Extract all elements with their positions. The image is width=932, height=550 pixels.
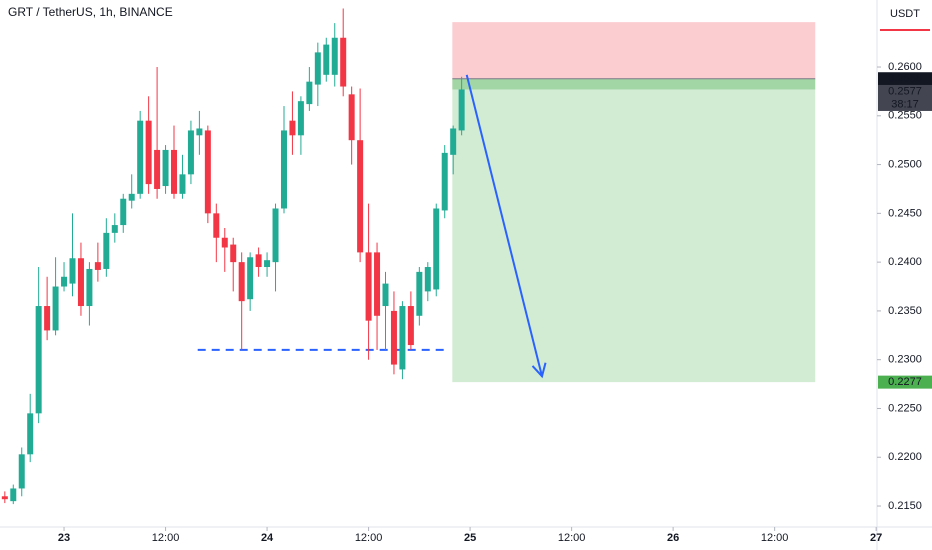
candle-body <box>27 413 34 455</box>
y-tick-label: 0.2500 <box>888 158 922 170</box>
x-tick-label: 12:00 <box>355 532 383 544</box>
candle-body <box>374 252 381 316</box>
candle-body <box>399 306 406 370</box>
y-tick-label: 0.2300 <box>888 354 922 366</box>
price-label-box <box>878 72 932 86</box>
y-tick-label: 0.2550 <box>888 110 922 122</box>
candle-body <box>314 52 321 85</box>
y-tick-label: 0.2450 <box>888 207 922 219</box>
candle-body <box>94 262 101 270</box>
candle-body <box>204 130 211 214</box>
candle-body <box>86 268 93 307</box>
y-tick-label: 0.2150 <box>888 500 922 512</box>
candle-body <box>162 149 169 187</box>
y-tick-label: 0.2400 <box>888 256 922 268</box>
x-tick-label: 27 <box>870 532 882 544</box>
arrow-shaft <box>465 74 543 377</box>
candle-body <box>458 89 465 131</box>
candle-body <box>171 149 178 194</box>
candle-body <box>196 128 203 136</box>
candle-body <box>340 37 347 87</box>
candle-body <box>331 37 338 75</box>
candle-body <box>154 149 161 189</box>
price-label: 0.2577 <box>888 85 922 97</box>
y-tick-label: 0.2350 <box>888 305 922 317</box>
candle-body <box>416 271 423 316</box>
x-tick-label: 25 <box>464 532 476 544</box>
stop-zone <box>452 22 816 79</box>
price-label: 0.2277 <box>888 376 922 388</box>
candle-body <box>306 81 313 105</box>
arrow-head <box>531 362 547 379</box>
y-tick-label: 0.2200 <box>888 451 922 463</box>
candle-body <box>221 237 228 248</box>
price-label-box <box>878 84 932 111</box>
candle-body <box>230 244 237 263</box>
x-tick-label: 12:00 <box>152 532 180 544</box>
plot-area <box>1 8 816 505</box>
countdown: 38:17 <box>891 98 919 110</box>
candle-body <box>357 140 364 253</box>
candle-body <box>323 44 330 75</box>
candle-body <box>264 260 271 268</box>
candle-body <box>103 232 110 269</box>
candle-body <box>407 306 414 346</box>
candle-body <box>238 262 245 302</box>
price-label-box <box>878 375 932 389</box>
candle-body <box>441 152 448 211</box>
candle-body <box>120 198 127 226</box>
x-tick-label: 23 <box>58 532 70 544</box>
candle-body <box>255 254 262 268</box>
candle-body <box>111 225 118 233</box>
candle-body <box>10 488 17 502</box>
candle-body <box>213 213 220 238</box>
candle-body <box>272 208 279 263</box>
candle-body <box>52 286 59 331</box>
price-label: 0.2588 <box>888 73 922 85</box>
candle-body <box>247 257 254 300</box>
candle-body <box>128 193 135 201</box>
candle-body <box>382 283 389 307</box>
target-zone <box>452 78 816 383</box>
candle-body <box>365 252 372 321</box>
candle-body <box>390 310 397 365</box>
candle-body <box>424 267 431 292</box>
chart-title: GRT / TetherUS, 1h, BINANCE <box>8 5 173 19</box>
candle-body <box>433 208 440 290</box>
candle-body <box>145 120 152 185</box>
candle-body <box>187 130 194 175</box>
x-tick-label: 12:00 <box>761 532 789 544</box>
candle-body <box>289 120 296 136</box>
candle-body <box>297 101 304 136</box>
candle-body <box>348 94 355 141</box>
candle-body <box>35 306 42 414</box>
candle-body <box>18 454 25 489</box>
x-tick-label: 24 <box>261 532 274 544</box>
x-tick-label: 12:00 <box>558 532 586 544</box>
candle-body <box>1 496 8 500</box>
x-tick-label: 26 <box>667 532 679 544</box>
candle-body <box>77 258 84 307</box>
candle-body <box>280 130 287 209</box>
candle-body <box>61 276 68 287</box>
candle-body <box>450 128 457 155</box>
y-tick-label: 0.2250 <box>888 402 922 414</box>
currency[interactable]: USDT <box>890 8 920 20</box>
candle-body <box>137 120 144 194</box>
candle-body <box>69 258 76 284</box>
y-tick-label: 0.2600 <box>888 61 922 73</box>
open-profit-zone <box>452 78 816 90</box>
candle-body <box>179 174 186 194</box>
candle-body <box>44 306 51 331</box>
